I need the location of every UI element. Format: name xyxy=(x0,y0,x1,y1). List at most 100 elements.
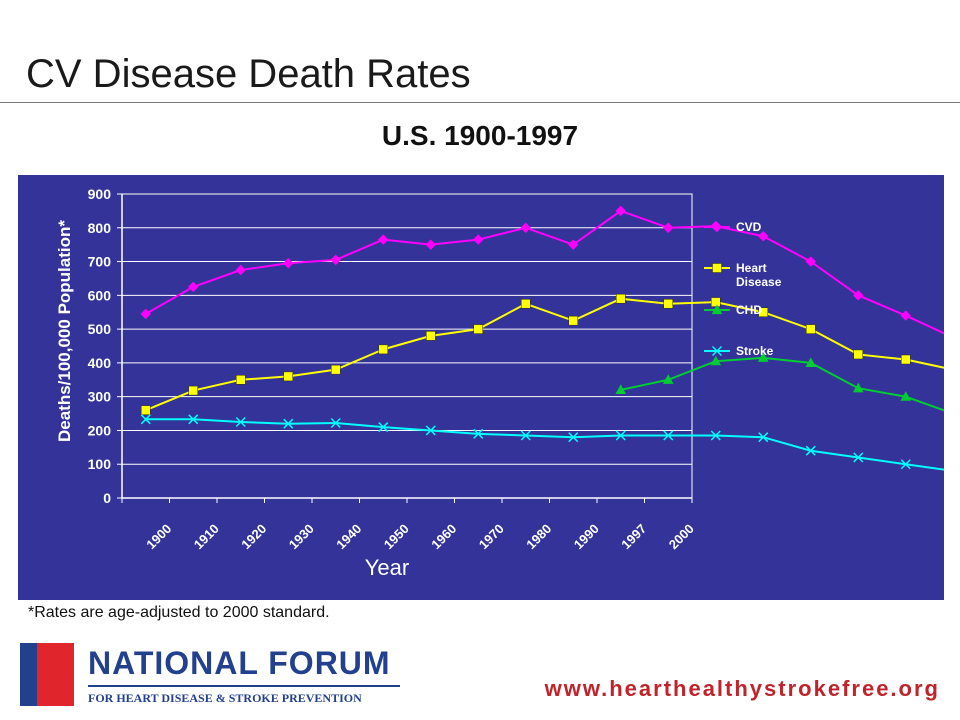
x-tick-label: 2000 xyxy=(666,521,697,552)
legend-label-heart-disease: Heart Disease xyxy=(736,261,782,289)
flag-blue-stripe xyxy=(20,643,37,706)
national-forum-logo: NATIONAL FORUM FOR HEART DISEASE & STROK… xyxy=(20,643,400,706)
plot-area xyxy=(121,193,693,499)
y-tick-label: 600 xyxy=(88,287,112,303)
flag-red-stripe xyxy=(37,643,74,706)
x-tick-label: 1960 xyxy=(428,521,459,552)
y-tick-label: 500 xyxy=(88,321,112,337)
point-heart-disease xyxy=(331,364,341,375)
x-tick-label: 1997 xyxy=(618,521,649,552)
website-url: www.hearthealthystrokefree.org xyxy=(544,676,940,701)
point-heart-disease xyxy=(853,349,863,360)
logo-name: NATIONAL FORUM xyxy=(88,645,391,681)
legend-label-cvd: CVD xyxy=(736,220,762,234)
point-cvd xyxy=(520,222,531,233)
point-heart-disease xyxy=(711,297,721,307)
point-stroke xyxy=(425,425,436,436)
point-cvd xyxy=(188,281,199,293)
y-tick-label: 800 xyxy=(88,220,112,236)
point-cvd xyxy=(853,290,864,301)
point-heart-disease xyxy=(663,299,673,309)
point-stroke xyxy=(758,432,769,443)
point-stroke xyxy=(140,414,151,425)
point-chd xyxy=(757,352,769,362)
point-stroke xyxy=(663,430,674,441)
point-cvd xyxy=(330,254,341,266)
point-heart-disease xyxy=(616,293,626,304)
point-heart-disease xyxy=(568,315,578,326)
point-stroke xyxy=(615,430,626,441)
x-tick-label: 1970 xyxy=(476,521,507,552)
point-chd xyxy=(852,382,864,393)
flag-icon xyxy=(20,643,74,706)
point-chd xyxy=(710,355,722,366)
point-heart-disease xyxy=(758,307,768,317)
y-tick-label: 0 xyxy=(103,490,111,506)
y-tick-label: 900 xyxy=(88,186,112,202)
logo-tagline: FOR HEART DISEASE & STROKE PREVENTION xyxy=(88,691,362,705)
point-heart-disease xyxy=(712,263,722,273)
point-stroke xyxy=(520,430,531,441)
x-tick-label: 1930 xyxy=(286,521,317,552)
slide-title: CV Disease Death Rates xyxy=(26,52,471,96)
x-tick-label: 1940 xyxy=(333,521,364,552)
point-cvd xyxy=(473,234,484,245)
point-cvd xyxy=(283,258,294,269)
point-chd xyxy=(711,304,723,315)
point-heart-disease xyxy=(236,375,246,385)
point-heart-disease xyxy=(283,371,293,382)
point-stroke xyxy=(900,459,911,470)
title-divider xyxy=(0,102,960,103)
x-axis-title: Year xyxy=(365,555,409,580)
x-tick-label: 1920 xyxy=(238,521,269,552)
point-stroke xyxy=(805,445,816,456)
logo-divider xyxy=(88,685,400,687)
point-stroke xyxy=(710,430,721,441)
point-cvd xyxy=(758,231,769,242)
footnote: *Rates are age-adjusted to 2000 standard… xyxy=(28,604,330,621)
y-tick-label: 300 xyxy=(88,389,112,405)
point-heart-disease xyxy=(901,354,911,365)
y-tick-label: 400 xyxy=(88,355,112,371)
x-tick-label: 1910 xyxy=(191,521,222,552)
point-stroke xyxy=(283,418,294,429)
point-stroke xyxy=(378,422,389,433)
x-tick-label: 1950 xyxy=(381,521,412,552)
x-tick-label: 1990 xyxy=(571,521,602,552)
point-heart-disease xyxy=(378,344,388,355)
point-stroke xyxy=(235,416,246,428)
point-stroke xyxy=(853,452,864,463)
chart-panel: 0 100 200 300 400 500 600 700 800 900 1900 1910 1920… xyxy=(18,175,944,600)
point-cvd xyxy=(805,256,816,267)
point-cvd xyxy=(663,222,674,233)
point-stroke xyxy=(473,428,484,439)
point-cvd xyxy=(378,234,389,245)
point-chd xyxy=(615,384,627,395)
x-tick-label: 1980 xyxy=(523,521,554,552)
point-chd xyxy=(805,357,817,367)
x-tick-label: 1900 xyxy=(143,521,174,552)
point-heart-disease xyxy=(426,331,436,341)
legend-label-stroke: Stroke xyxy=(736,344,774,358)
line-chart: 0 100 200 300 400 500 600 700 800 900 1900 1910 1920… xyxy=(55,186,944,580)
point-cvd xyxy=(711,221,723,233)
y-tick-label: 100 xyxy=(88,456,112,472)
point-heart-disease xyxy=(473,324,483,334)
point-cvd xyxy=(140,308,151,320)
point-chd xyxy=(900,391,912,401)
point-cvd xyxy=(615,205,626,217)
point-stroke xyxy=(568,432,579,443)
point-cvd xyxy=(425,239,436,250)
point-chd xyxy=(662,374,674,384)
point-stroke xyxy=(711,345,723,357)
point-heart-disease xyxy=(521,299,531,309)
point-cvd xyxy=(568,239,579,250)
point-stroke xyxy=(188,414,199,425)
point-heart-disease xyxy=(141,405,151,415)
y-tick-label: 200 xyxy=(88,422,112,438)
chart-title: U.S. 1900-1997 xyxy=(381,120,579,151)
point-stroke xyxy=(330,417,341,429)
legend-label-chd: CHD xyxy=(736,303,762,317)
y-tick-label: 700 xyxy=(88,254,112,270)
point-cvd xyxy=(235,264,246,276)
